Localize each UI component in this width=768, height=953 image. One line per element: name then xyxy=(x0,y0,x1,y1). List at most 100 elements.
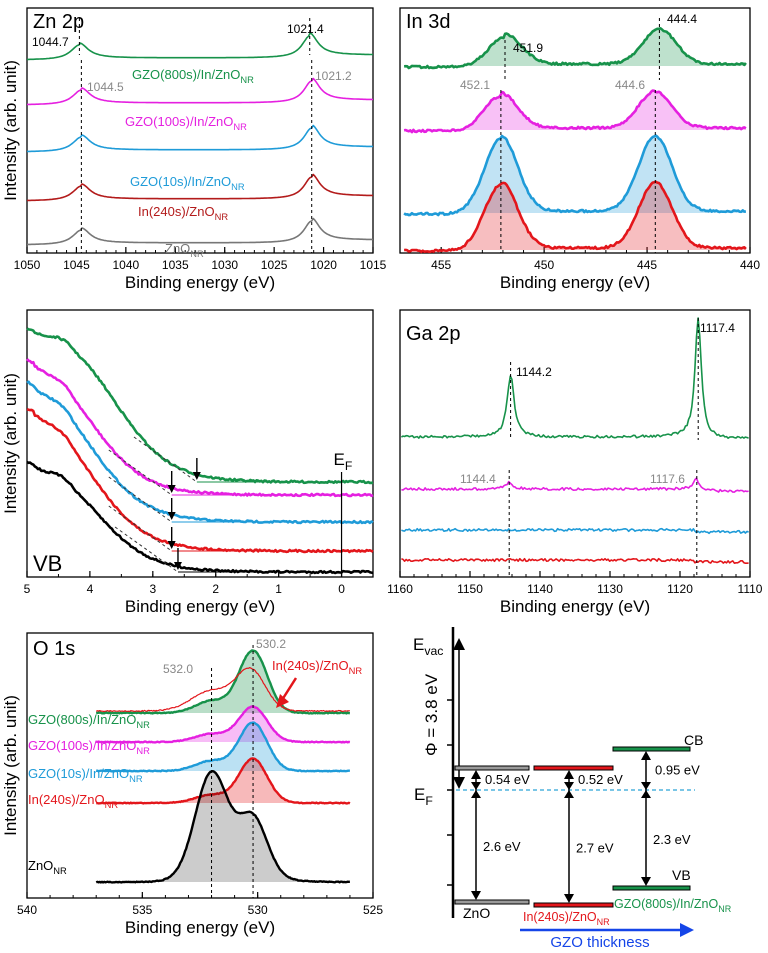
series-label: GZO(800s)/In/ZnONR xyxy=(28,712,150,730)
vbm-arrow-head xyxy=(167,485,176,493)
panel-in3d: 455 450 445 440 Binding energy (eV) In 3d 451.… xyxy=(399,7,760,292)
series-line-green xyxy=(400,317,749,439)
cb-offset-arrow-head xyxy=(564,782,574,790)
work-function-arrow-head-bottom xyxy=(453,777,465,789)
peak-annotation: 1021.4 xyxy=(287,22,324,36)
vbm-arrow-head xyxy=(167,541,176,549)
series-line-red xyxy=(26,408,374,554)
conduction-band-level xyxy=(454,765,530,771)
x-tick-label: 1140 xyxy=(527,582,553,596)
peak-annotation: 452.1 xyxy=(460,78,490,92)
series-label: In(240s)/ZnONR xyxy=(138,204,228,222)
panel-title: In 3d xyxy=(406,11,450,33)
band-gap-arrow-head xyxy=(564,770,574,779)
series-line-red xyxy=(404,180,747,254)
band-gap-label: 2.7 eV xyxy=(576,841,614,856)
panel-title: O 1s xyxy=(33,638,75,660)
series-line-blue xyxy=(401,527,749,535)
cb-offset-arrow-head xyxy=(471,790,481,798)
y-axis-label: Intensity (arb. unit) xyxy=(1,373,20,514)
peak-annotation: 444.6 xyxy=(615,78,645,92)
series-line-green xyxy=(404,27,747,70)
plot-frame xyxy=(26,7,374,254)
peak-annotation: 444.4 xyxy=(667,12,697,26)
band-gap-arrow-head xyxy=(471,891,481,900)
plot-frame xyxy=(26,309,374,578)
cb-offset-arrow-head xyxy=(564,790,574,798)
panel-title: Ga 2p xyxy=(406,323,460,345)
material-label: GZO(800s)/In/ZnONR xyxy=(614,897,732,914)
series-label: GZO(10s)/In/ZnONR xyxy=(28,766,143,784)
tangent-dash-line xyxy=(133,436,198,483)
series-fill xyxy=(96,758,350,804)
cb-offset-arrow-head xyxy=(641,790,651,798)
cb-offset-label: 0.95 eV xyxy=(655,763,700,778)
vbm-arrow-head xyxy=(192,472,201,480)
series-label: GZO(100s)/In/ZnONR xyxy=(28,738,150,756)
band-gap-arrow-head xyxy=(564,894,574,903)
series-line-blue xyxy=(96,721,350,773)
panel-o1s: 540 535 530 525 Binding energy (eV) Intensity… xyxy=(1,632,383,937)
y-axis-label: Intensity (arb. unit) xyxy=(1,695,20,836)
series-line-magenta xyxy=(401,477,749,493)
valence-band-level xyxy=(454,899,530,905)
x-tick-label: 445 xyxy=(637,258,657,272)
cb-offset-label: 0.52 eV xyxy=(578,772,623,787)
material-label: ZnO xyxy=(463,905,490,921)
plot-frame xyxy=(26,632,374,899)
series-line-black xyxy=(95,770,351,884)
peak-annotation: 532.0 xyxy=(163,662,193,676)
valence-band-level xyxy=(612,885,691,891)
x-tick-label: 455 xyxy=(431,258,451,272)
series-label: In(240s)/ZnONR xyxy=(28,792,118,810)
series-label: GZO(800s)/In/ZnONR xyxy=(132,67,254,85)
work-function-label: Φ = 3.8 eV xyxy=(422,673,441,756)
series-line-black xyxy=(26,460,374,575)
panel-vb: 5 4 3 2 1 0 Binding energy (eV) Intensity (arb.… xyxy=(1,309,374,616)
band-gap-arrow-head xyxy=(471,770,481,779)
x-tick-label: 1150 xyxy=(457,582,483,596)
series-line-magenta xyxy=(403,89,747,134)
tangent-dash-line xyxy=(108,449,172,496)
series-line-darkred xyxy=(27,173,374,202)
tangent-dash-line xyxy=(108,505,172,552)
peak-annotation: 451.9 xyxy=(513,41,543,55)
x-axis-label: Binding energy (eV) xyxy=(125,597,275,616)
peak-annotation: 1144.4 xyxy=(460,472,496,486)
series-line-gray xyxy=(27,217,374,246)
series-label: GZO(100s)/In/ZnONR xyxy=(125,114,247,132)
peak-annotation: 1044.7 xyxy=(32,35,69,49)
cb-label: CB xyxy=(684,732,703,748)
series-fill xyxy=(96,771,350,883)
series-line-green xyxy=(27,32,373,61)
cb-offset-label: 0.54 eV xyxy=(485,772,530,787)
panel-ga2p: 1160 1150 1140 1130 1120 1110 Binding energy (… xyxy=(387,309,763,616)
x-tick-label: 530 xyxy=(248,903,268,917)
plot-frame xyxy=(399,7,751,254)
overlay-line-red xyxy=(95,667,350,713)
panel-zn2p: 1050 1045 1040 1035 1030 1025 1020 1015 Binding … xyxy=(1,7,387,292)
x-tick-label: 540 xyxy=(17,903,37,917)
x-tick-label: 1050 xyxy=(14,258,41,272)
vbm-arrow-head xyxy=(173,562,182,570)
x-axis-label: Binding energy (eV) xyxy=(125,918,275,937)
peak-annotation: 1117.4 xyxy=(700,321,735,335)
series-label: ZnONR xyxy=(28,858,67,876)
y-axis-label: Intensity (arb. unit) xyxy=(1,60,20,201)
series-fill xyxy=(404,181,746,252)
band-gap-label: 2.6 eV xyxy=(483,839,521,854)
series-label: ZnONR xyxy=(165,241,204,259)
overlay-annotation: In(240s)/ZnONR xyxy=(272,658,362,676)
series-fill xyxy=(404,90,746,133)
x-tick-label: 5 xyxy=(24,582,31,596)
cb-offset-arrow-head xyxy=(641,782,651,790)
series-fill xyxy=(404,28,746,68)
series-fill xyxy=(96,722,350,772)
x-tick-label: 1160 xyxy=(387,582,413,596)
vacuum-level-label: Evac xyxy=(413,635,443,658)
plot-frame xyxy=(399,309,751,578)
series-line-red xyxy=(401,557,749,564)
conduction-band-level xyxy=(533,765,614,771)
annotation-arrow-shaft xyxy=(280,677,298,701)
